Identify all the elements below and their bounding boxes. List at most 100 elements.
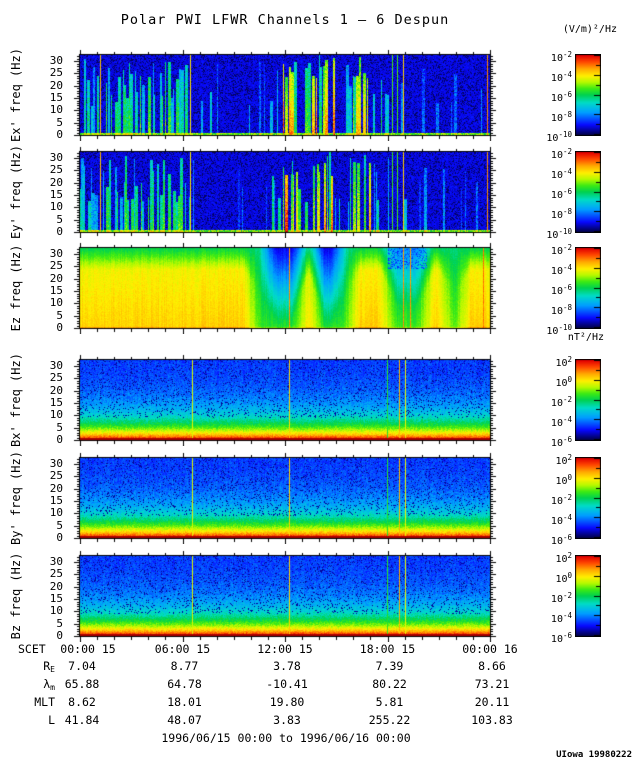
- colorbar-tick-exponent: -10: [558, 130, 572, 139]
- freq-tick-label: 0: [56, 531, 63, 544]
- colorbar-tick-exponent: -2: [562, 243, 572, 252]
- ylabel-ex: Ex' freq (Hz): [9, 48, 23, 142]
- ylabel-bz: Bz freq (Hz): [9, 552, 23, 640]
- colorbar-ez: [575, 247, 601, 329]
- colorbar-tick-exponent: -2: [562, 395, 572, 404]
- freq-tick-label: 5: [56, 115, 63, 129]
- colorbar-ey: [575, 151, 601, 233]
- freq-tick-label: 5: [56, 518, 63, 532]
- colorbar-tick-label: 10-2: [550, 395, 572, 409]
- ephemeris-value: 5.81: [375, 695, 404, 709]
- colorbar-tick-label: 10-6: [550, 90, 572, 104]
- ylabel-ey: Ey' freq (Hz): [9, 145, 23, 239]
- freq-tick-label: 10: [49, 296, 63, 310]
- colorbar-ex: [575, 54, 601, 136]
- spectrogram-ez: [72, 242, 498, 334]
- freq-tick-label: 15: [49, 188, 63, 202]
- time-tick-label: 12:00 15: [257, 642, 313, 656]
- colorbar-tick-exponent: -10: [558, 227, 572, 236]
- ephemeris-value: 73.21: [474, 677, 510, 691]
- ephemeris-value: 19.80: [269, 695, 305, 709]
- credit-label: UIowa 19980222: [556, 750, 632, 760]
- colorbar-tick-exponent: -4: [562, 513, 572, 522]
- spectrogram-ex: [72, 49, 498, 141]
- freq-tick-label: 5: [56, 308, 63, 322]
- colorbar-tick-label: 10-4: [550, 611, 572, 625]
- ylabel-by: By' freq (Hz): [9, 451, 23, 545]
- freq-tick-label: 5: [56, 616, 63, 630]
- freq-tick-label: 10: [49, 506, 63, 520]
- freq-tick-label: 30: [49, 247, 63, 261]
- freq-tick-label: 15: [49, 592, 63, 606]
- freq-tick-label: 0: [56, 128, 63, 141]
- colorbar-tick-label: 10-4: [550, 513, 572, 527]
- colorbar-tick-label: 100: [555, 375, 572, 389]
- freq-tick-label: 30: [49, 457, 63, 471]
- freq-tick-label: 30: [49, 151, 63, 165]
- ephemeris-row-label-l: L: [48, 713, 55, 727]
- colorbar-tick-exponent: -4: [562, 70, 572, 79]
- colorbar-tick-label: 10-8: [550, 110, 572, 124]
- colorbar-tick-exponent: -6: [562, 631, 572, 640]
- freq-tick-label: 30: [49, 555, 63, 569]
- colorbar-tick-label: 102: [555, 551, 572, 565]
- freq-tick-label: 10: [49, 103, 63, 117]
- freq-tick-label: 0: [56, 629, 63, 642]
- colorbar-tick-label: 10-2: [550, 591, 572, 605]
- freq-tick-label: 0: [56, 225, 63, 238]
- spectrogram-ey: [72, 146, 498, 238]
- freq-tick-label: 25: [49, 567, 63, 581]
- colorbar-tick-exponent: 2: [567, 453, 572, 462]
- electric-units-label: (V/m)²/Hz: [562, 24, 617, 35]
- freq-tick-label: 25: [49, 371, 63, 385]
- freq-tick-label: 25: [49, 163, 63, 177]
- colorbar-bx: [575, 359, 601, 441]
- colorbar-tick-label: 10-6: [550, 631, 572, 645]
- ephemeris-row-label-sub: E: [50, 665, 55, 674]
- time-tick-label: 00:00 15: [60, 642, 116, 656]
- colorbar-tick-exponent: -6: [562, 435, 572, 444]
- colorbar-tick-exponent: 0: [567, 571, 572, 580]
- colorbar-tick-exponent: -4: [562, 611, 572, 620]
- freq-tick-label: 25: [49, 259, 63, 273]
- ephemeris-value: 8.62: [68, 695, 96, 709]
- ephemeris-value: 64.78: [167, 677, 202, 691]
- freq-tick-label: 20: [49, 579, 63, 593]
- colorbar-tick-exponent: -8: [562, 110, 572, 119]
- colorbar-tick-label: 10-2: [550, 243, 572, 257]
- ephemeris-row-label-mlt: MLT: [34, 695, 55, 709]
- spectrogram-bx: [72, 354, 498, 446]
- ephemeris-value: 65.88: [64, 677, 100, 691]
- ephemeris-value: 8.66: [478, 659, 506, 673]
- colorbar-tick-exponent: -4: [562, 167, 572, 176]
- freq-tick-label: 5: [56, 212, 63, 226]
- spectrogram-by: [72, 452, 498, 544]
- colorbar-tick-label: 10-6: [550, 283, 572, 297]
- colorbar-tick-label: 10-8: [550, 303, 572, 317]
- scet-axis-prefix: SCET: [18, 642, 46, 656]
- freq-tick-label: 20: [49, 271, 63, 285]
- freq-tick-label: 20: [49, 78, 63, 92]
- freq-tick-label: 15: [49, 91, 63, 105]
- colorbar-tick-label: 10-4: [550, 263, 572, 277]
- colorbar-tick-exponent: 0: [567, 473, 572, 482]
- freq-tick-label: 0: [56, 321, 63, 334]
- freq-tick-label: 10: [49, 604, 63, 618]
- ephemeris-row-label-sub: m: [50, 683, 55, 692]
- colorbar-tick-exponent: -8: [562, 303, 572, 312]
- ephemeris-value: 41.84: [64, 713, 100, 727]
- freq-tick-label: 15: [49, 284, 63, 298]
- ephemeris-value: 3.83: [273, 713, 301, 727]
- ylabel-bx: Bx' freq (Hz): [9, 353, 23, 447]
- freq-tick-label: 5: [56, 420, 63, 434]
- freq-tick-label: 30: [49, 359, 63, 373]
- colorbar-tick-label: 10-10: [546, 323, 572, 337]
- ephemeris-row-label-re: RE: [43, 659, 55, 674]
- time-tick-label: 06:00 15: [154, 642, 211, 656]
- colorbar-tick-exponent: 2: [567, 551, 572, 560]
- magnetic-units-label: nT²/Hz: [567, 332, 604, 343]
- time-tick-label: 18:00 15: [359, 642, 416, 656]
- ephemeris-value: 255.22: [368, 713, 411, 727]
- colorbar-tick-label: 10-10: [546, 227, 572, 241]
- ephemeris-value: 7.39: [375, 659, 404, 673]
